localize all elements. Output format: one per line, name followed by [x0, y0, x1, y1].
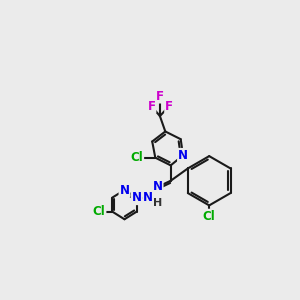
Text: H: H [153, 198, 162, 208]
Text: N: N [119, 184, 130, 196]
Text: N: N [143, 191, 153, 204]
Text: F: F [156, 90, 164, 103]
Text: F: F [147, 100, 155, 112]
Text: F: F [165, 100, 173, 112]
Text: Cl: Cl [203, 210, 216, 223]
Text: N: N [178, 149, 188, 162]
Text: Cl: Cl [130, 151, 143, 164]
Text: Cl: Cl [93, 205, 106, 218]
Text: N: N [132, 191, 142, 204]
Text: N: N [153, 180, 163, 194]
